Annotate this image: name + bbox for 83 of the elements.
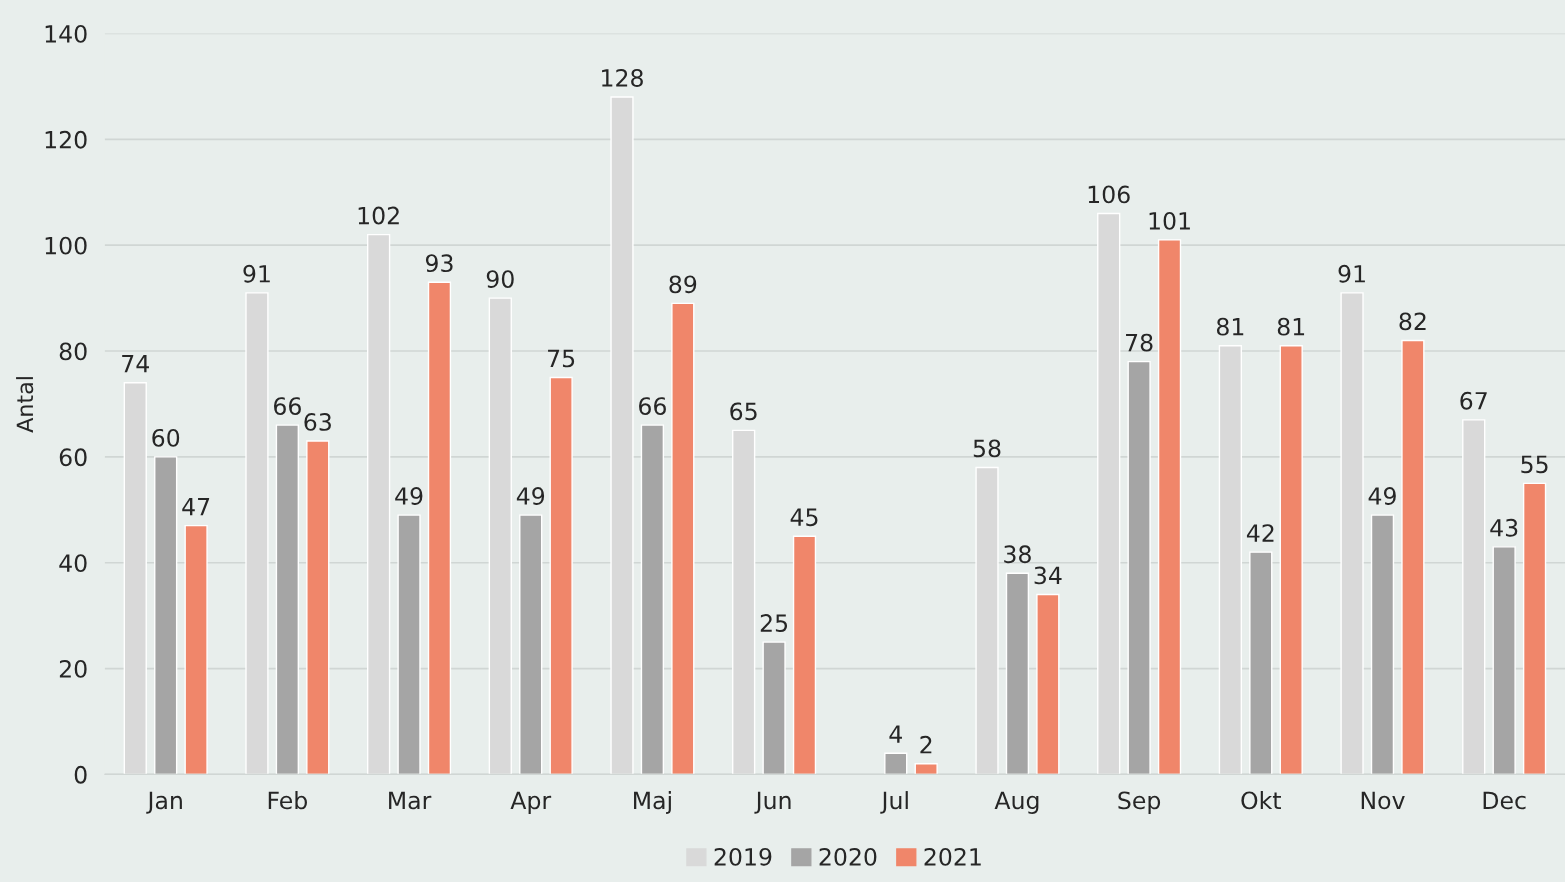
data-label: 82	[1399, 312, 1426, 331]
data-label: 75	[548, 349, 575, 368]
data-label: 45	[790, 508, 818, 527]
bar	[519, 514, 543, 775]
x-tick-label: Maj	[634, 791, 671, 814]
bar	[427, 281, 452, 775]
data-label: 91	[1338, 264, 1365, 283]
data-label: 43	[1490, 518, 1518, 537]
x-tick-label: Aug	[994, 791, 1039, 814]
data-label: 91	[243, 264, 270, 283]
x-tick-label: Sep	[1118, 791, 1161, 814]
bar	[154, 456, 178, 775]
data-label: 74	[122, 355, 149, 373]
data-label: 38	[1004, 545, 1031, 564]
data-label: 66	[274, 397, 301, 415]
data-label: 90	[486, 270, 514, 288]
bar	[1522, 482, 1547, 775]
data-label: 65	[730, 402, 757, 421]
bar	[1157, 239, 1182, 775]
x-tick-label: Jan	[146, 791, 182, 814]
data-label: 66	[639, 397, 666, 415]
bar	[671, 302, 695, 775]
bar	[640, 424, 665, 775]
bar	[397, 514, 421, 775]
data-label: 58	[973, 439, 1001, 458]
bar	[1370, 514, 1395, 775]
data-label: 106	[1088, 185, 1130, 204]
data-label: 67	[1460, 391, 1487, 410]
legend-label: 2019	[714, 847, 772, 866]
data-label: 128	[602, 69, 643, 87]
legend-label: 2021	[924, 847, 981, 866]
x-tick-label: Dec	[1483, 791, 1526, 810]
bar	[549, 376, 573, 775]
bar	[914, 763, 938, 775]
data-label: 25	[760, 614, 788, 632]
data-label: 93	[425, 254, 453, 273]
y-tick-label: 20	[59, 660, 87, 678]
x-tick-label: Nov	[1361, 791, 1405, 810]
x-tick-label: Okt	[1241, 791, 1281, 810]
data-label: 78	[1126, 333, 1153, 352]
data-label: 2	[920, 735, 932, 754]
data-label: 49	[395, 487, 423, 505]
y-tick-label: 80	[59, 342, 87, 361]
data-label: 89	[669, 275, 697, 294]
y-tick-label: 40	[59, 554, 87, 573]
bar	[275, 424, 300, 775]
data-label: 42	[1246, 524, 1274, 542]
y-tick-label: 0	[74, 765, 87, 784]
data-label: 4	[889, 725, 902, 743]
data-label: 102	[358, 206, 399, 225]
legend-label: 2020	[819, 847, 877, 866]
bar	[792, 535, 817, 775]
x-tick-label: Mar	[389, 791, 432, 810]
bar	[306, 440, 330, 775]
data-label: 81	[1216, 317, 1244, 336]
data-label: 49	[1368, 487, 1396, 505]
bar	[1249, 551, 1273, 775]
y-axis-title: Antal	[16, 377, 34, 433]
data-label: 49	[516, 487, 545, 505]
bar	[1127, 360, 1151, 775]
y-tick-label: 100	[45, 236, 87, 255]
bar	[1036, 593, 1060, 775]
bar	[1492, 546, 1516, 775]
x-tick-label: Apr	[510, 791, 552, 814]
data-label: 55	[1521, 455, 1548, 474]
data-label: 101	[1149, 211, 1190, 230]
data-label: 47	[182, 497, 210, 516]
y-tick-label: 60	[59, 448, 87, 467]
y-tick-label: 140	[45, 24, 87, 43]
bar	[762, 641, 786, 775]
bar	[1005, 572, 1030, 775]
x-tick-label: Jun	[754, 791, 791, 814]
bar	[1401, 339, 1425, 775]
bar	[1279, 345, 1303, 775]
y-tick-label: 120	[45, 130, 87, 149]
data-label: 34	[1034, 566, 1062, 585]
bar	[884, 752, 908, 775]
bar	[184, 524, 208, 775]
x-tick-label: Jul	[880, 791, 908, 814]
data-label: 81	[1277, 317, 1305, 336]
data-label: 60	[152, 428, 180, 447]
data-label: 63	[304, 413, 331, 431]
x-tick-label: Feb	[268, 791, 307, 810]
